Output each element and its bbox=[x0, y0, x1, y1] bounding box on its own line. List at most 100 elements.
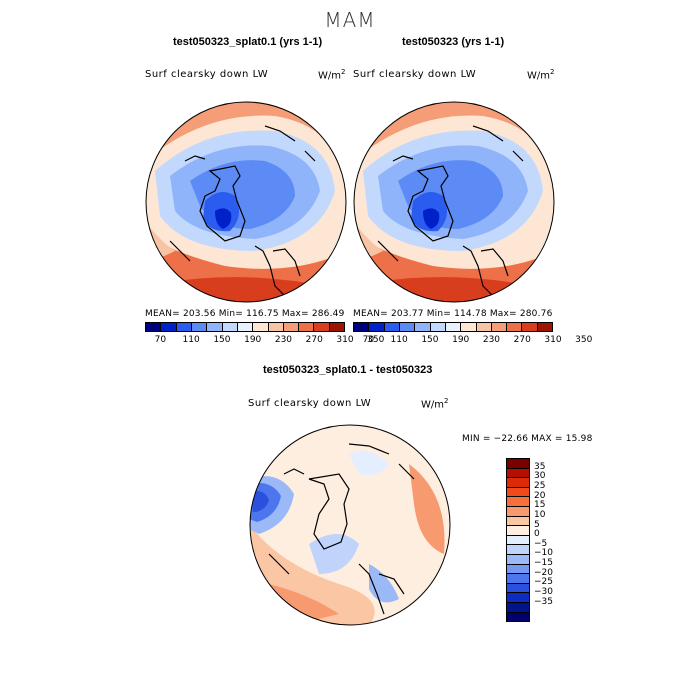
colorbar-swatch bbox=[507, 478, 529, 488]
colorbar-swatch bbox=[507, 497, 529, 507]
colorbar-swatch bbox=[329, 323, 345, 331]
colorbar-tick-label: 150 bbox=[213, 335, 231, 345]
map-boundary bbox=[145, 101, 347, 303]
colorbar-swatch bbox=[507, 564, 529, 575]
colorbar-swatch bbox=[415, 323, 431, 331]
colorbar-tick-label: 25 bbox=[534, 480, 546, 491]
right-stats: MEAN= 203.77 Min= 114.78 Max= 280.76 bbox=[353, 309, 553, 319]
contour-band bbox=[349, 450, 389, 476]
right-panel-title: test050323 (yrs 1-1) bbox=[402, 36, 505, 48]
colorbar-swatch bbox=[354, 323, 370, 331]
contour-band bbox=[215, 208, 232, 229]
colorbar-tick-label: 70 bbox=[362, 335, 375, 345]
left-polar-map bbox=[145, 101, 347, 303]
field-contours bbox=[146, 102, 346, 302]
diff-variable-label: Surf clearsky down LW bbox=[248, 398, 372, 409]
colorbar-tick-label: −10 bbox=[534, 548, 553, 559]
colorbar-tick-label: 350 bbox=[367, 335, 385, 345]
left-variable-label: Surf clearsky down LW bbox=[145, 69, 269, 80]
colorbar-tick-label: 270 bbox=[305, 335, 323, 345]
colorbar-swatch bbox=[283, 323, 300, 331]
colorbar-tick-label: 30 bbox=[534, 471, 546, 482]
right-colorbar bbox=[353, 322, 553, 332]
colorbar-swatch bbox=[161, 323, 177, 331]
right-variable-label: Surf clearsky down LW bbox=[353, 69, 477, 80]
colorbar-swatch bbox=[507, 593, 529, 603]
right-polar-map bbox=[353, 101, 555, 303]
contour-band bbox=[309, 534, 359, 574]
colorbar-swatch bbox=[507, 459, 529, 469]
right-colorbar-ticks: 70 110 150 190 230 270 310 350 bbox=[353, 335, 593, 347]
colorbar-swatch bbox=[384, 323, 400, 331]
coastline bbox=[268, 443, 415, 615]
colorbar-tick-label: 190 bbox=[452, 335, 470, 345]
coastline bbox=[169, 125, 316, 297]
contour-band bbox=[423, 208, 440, 229]
colorbar-tick-label: −25 bbox=[534, 577, 553, 588]
colorbar-swatch bbox=[507, 554, 529, 565]
colorbar-tick-label: 310 bbox=[336, 335, 354, 345]
colorbar-swatch bbox=[445, 323, 462, 331]
colorbar-swatch bbox=[522, 323, 538, 331]
colorbar-tick-label: 20 bbox=[534, 490, 546, 501]
colorbar-swatch bbox=[507, 468, 529, 479]
colorbar-swatch bbox=[507, 487, 529, 498]
colorbar-swatch bbox=[507, 516, 529, 527]
diff-colorbar-ticks: 35 30 25 20 15 10 5 0 −5 −10 −15 −20 −25 −30 −35 bbox=[534, 458, 574, 622]
colorbar-swatch bbox=[146, 323, 162, 331]
colorbar-swatch bbox=[369, 323, 385, 331]
colorbar-swatch bbox=[507, 545, 529, 555]
colorbar-tick-label: 110 bbox=[182, 335, 200, 345]
colorbar-swatch bbox=[507, 323, 523, 331]
contour-band bbox=[251, 491, 269, 512]
diff-colorbar bbox=[506, 458, 530, 622]
diff-panel-title: test050323_splat0.1 - test050323 bbox=[263, 364, 433, 376]
field-contours bbox=[250, 425, 450, 625]
colorbar-swatch bbox=[491, 323, 508, 331]
colorbar-tick-label: 70 bbox=[154, 335, 167, 345]
diff-polar-map bbox=[249, 424, 451, 626]
map-boundary bbox=[249, 424, 451, 626]
map-boundary bbox=[353, 101, 555, 303]
colorbar-tick-label: −5 bbox=[534, 538, 548, 549]
colorbar-swatch bbox=[191, 323, 208, 331]
colorbar-tick-label: −30 bbox=[534, 587, 553, 598]
coastline bbox=[377, 125, 524, 297]
colorbar-swatch bbox=[507, 612, 529, 622]
colorbar-tick-label: 15 bbox=[534, 500, 546, 511]
left-colorbar-ticks: 70 110 150 190 230 270 310 350 bbox=[145, 335, 385, 347]
colorbar-tick-label: 110 bbox=[390, 335, 408, 345]
colorbar-swatch bbox=[222, 323, 238, 331]
figure-title: MAM bbox=[324, 8, 376, 32]
colorbar-swatch bbox=[507, 574, 529, 584]
colorbar-tick-label: 230 bbox=[482, 335, 501, 345]
colorbar-swatch bbox=[399, 323, 416, 331]
colorbar-tick-label: −15 bbox=[534, 558, 553, 569]
left-units-label: W/m2 bbox=[318, 68, 346, 82]
left-stats: MEAN= 203.56 Min= 116.75 Max= 286.49 bbox=[145, 309, 345, 319]
colorbar-swatch bbox=[507, 526, 529, 536]
colorbar-tick-label: 0 bbox=[534, 529, 540, 540]
contour-band bbox=[409, 464, 445, 554]
colorbar-tick-label: −35 bbox=[534, 596, 553, 607]
left-panel-title: test050323_splat0.1 (yrs 1-1) bbox=[173, 36, 323, 48]
colorbar-swatch bbox=[507, 583, 529, 594]
colorbar-tick-label: 10 bbox=[534, 509, 546, 520]
colorbar-swatch bbox=[507, 506, 529, 517]
contour-band bbox=[146, 277, 346, 302]
colorbar-tick-label: 350 bbox=[575, 335, 593, 345]
colorbar-tick-label: 270 bbox=[513, 335, 531, 345]
colorbar-tick-label: 150 bbox=[421, 335, 439, 345]
colorbar-tick-label: 310 bbox=[544, 335, 562, 345]
right-units-label: W/m2 bbox=[527, 68, 555, 82]
colorbar-swatch bbox=[476, 323, 492, 331]
colorbar-swatch bbox=[507, 535, 529, 546]
colorbar-swatch bbox=[299, 323, 315, 331]
colorbar-swatch bbox=[461, 323, 477, 331]
colorbar-tick-label: 35 bbox=[534, 461, 546, 472]
diff-stats: MIN = −22.66 MAX = 15.98 bbox=[462, 434, 593, 444]
colorbar-swatch bbox=[314, 323, 330, 331]
colorbar-swatch bbox=[268, 323, 284, 331]
colorbar-swatch bbox=[537, 323, 553, 331]
colorbar-swatch bbox=[430, 323, 446, 331]
